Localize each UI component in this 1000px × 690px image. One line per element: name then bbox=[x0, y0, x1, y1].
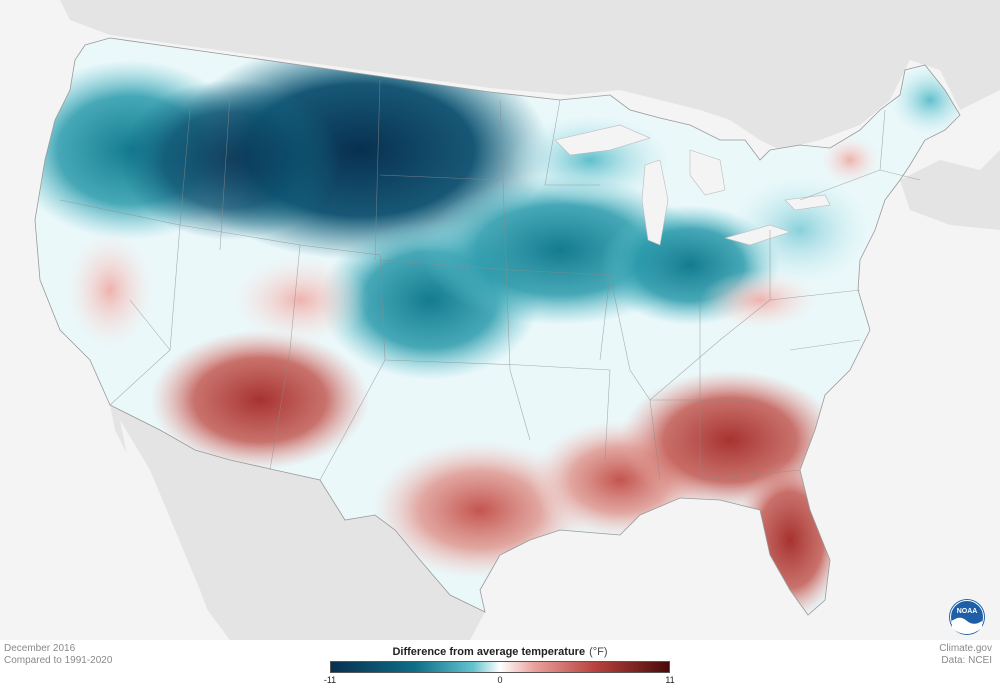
svg-text:NOAA: NOAA bbox=[957, 608, 978, 615]
legend-tick-mid: 0 bbox=[497, 675, 503, 685]
credit-data: Data: NCEI bbox=[941, 655, 992, 666]
legend-tick-max: 11 bbox=[665, 675, 675, 685]
state-boundaries bbox=[59, 79, 921, 481]
great-lakes bbox=[554, 124, 831, 246]
legend-title: Difference from average temperature (°F) bbox=[330, 646, 670, 658]
mexico-landmass bbox=[110, 405, 485, 640]
legend-unit: (°F) bbox=[589, 646, 608, 658]
map-meta-right: Climate.gov Data: NCEI bbox=[939, 643, 992, 667]
credit-site: Climate.gov bbox=[939, 643, 992, 654]
map-meta-left: December 2016 Compared to 1991-2020 bbox=[4, 643, 112, 667]
map-comparison: Compared to 1991-2020 bbox=[4, 655, 113, 666]
noaa-logo: NOAA bbox=[949, 599, 985, 635]
legend-tick-min: -11 bbox=[323, 675, 337, 685]
us-outline bbox=[34, 37, 961, 616]
temperature-anomaly-map: NOAA bbox=[0, 0, 1000, 640]
map-graphic bbox=[34, 0, 1000, 640]
legend-title-text: Difference from average temperature bbox=[392, 646, 586, 658]
canada-landmass bbox=[60, 0, 1000, 230]
legend-color-bar bbox=[330, 661, 670, 673]
map-period: December 2016 bbox=[4, 643, 76, 654]
